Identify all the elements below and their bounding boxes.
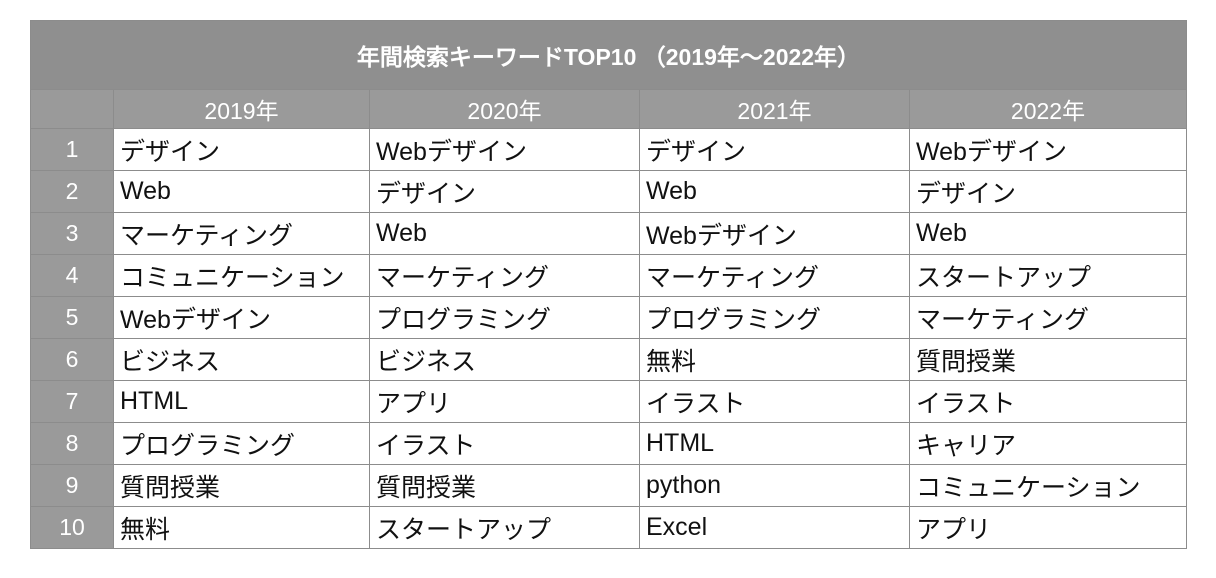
keyword-cell: マーケティング bbox=[113, 212, 370, 255]
keyword-cell: ビジネス bbox=[113, 338, 370, 381]
keyword-cell: Webデザイン bbox=[639, 212, 910, 255]
keyword-cell: アプリ bbox=[369, 380, 640, 423]
keyword-cell: Webデザイン bbox=[369, 128, 640, 171]
keyword-cell: HTML bbox=[639, 422, 910, 465]
keyword-cell: Web bbox=[908, 212, 1188, 255]
keyword-cell: イラスト bbox=[908, 380, 1188, 423]
keyword-cell: デザイン bbox=[113, 128, 370, 171]
rank-cell: 4 bbox=[30, 254, 114, 297]
table-body: 1 デザイン Webデザイン デザイン Webデザイン 2 Web デザイン W… bbox=[30, 128, 1188, 549]
keyword-cell: Webデザイン bbox=[908, 128, 1188, 171]
keyword-cell: マーケティング bbox=[369, 254, 640, 297]
keyword-cell: キャリア bbox=[908, 422, 1188, 465]
rank-cell: 9 bbox=[30, 464, 114, 507]
keyword-ranking-table-container: 年間検索キーワードTOP10 （2019年～2022年） 2019年 2020年… bbox=[29, 20, 1188, 549]
table-row: 9 質問授業 質問授業 python コミュニケーション bbox=[30, 464, 1188, 507]
keyword-cell: スタートアップ bbox=[908, 254, 1188, 297]
keyword-cell: HTML bbox=[113, 380, 370, 423]
keyword-cell: イラスト bbox=[369, 422, 640, 465]
keyword-cell: デザイン bbox=[908, 170, 1188, 213]
keyword-cell: コミュニケーション bbox=[908, 464, 1188, 507]
keyword-cell: プログラミング bbox=[113, 422, 370, 465]
keyword-cell: 無料 bbox=[639, 338, 910, 381]
rank-cell: 2 bbox=[30, 170, 114, 213]
keyword-cell: スタートアップ bbox=[369, 506, 640, 549]
table-row: 8 プログラミング イラスト HTML キャリア bbox=[30, 422, 1188, 465]
keyword-cell: Web bbox=[113, 170, 370, 213]
rank-cell: 1 bbox=[30, 128, 114, 171]
keyword-cell: Web bbox=[639, 170, 910, 213]
table-row: 2 Web デザイン Web デザイン bbox=[30, 170, 1188, 213]
keyword-cell: Webデザイン bbox=[113, 296, 370, 339]
keyword-cell: 質問授業 bbox=[908, 338, 1188, 381]
rank-cell: 3 bbox=[30, 212, 114, 255]
rank-cell: 10 bbox=[30, 506, 114, 549]
keyword-cell: プログラミング bbox=[369, 296, 640, 339]
keyword-ranking-table: 年間検索キーワードTOP10 （2019年～2022年） 2019年 2020年… bbox=[29, 20, 1188, 549]
keyword-cell: 質問授業 bbox=[113, 464, 370, 507]
rank-cell: 7 bbox=[30, 380, 114, 423]
rank-cell: 5 bbox=[30, 296, 114, 339]
keyword-cell: コミュニケーション bbox=[113, 254, 370, 297]
keyword-cell: Excel bbox=[639, 506, 910, 549]
keyword-cell: 無料 bbox=[113, 506, 370, 549]
keyword-cell: イラスト bbox=[639, 380, 910, 423]
keyword-cell: python bbox=[639, 464, 910, 507]
table-row: 10 無料 スタートアップ Excel アプリ bbox=[30, 506, 1188, 549]
table-title: 年間検索キーワードTOP10 （2019年～2022年） bbox=[29, 20, 1188, 90]
year-header-row: 2019年 2020年 2021年 2022年 bbox=[30, 89, 1188, 129]
keyword-cell: プログラミング bbox=[639, 296, 910, 339]
keyword-cell: ビジネス bbox=[369, 338, 640, 381]
column-header-2022: 2022年 bbox=[908, 89, 1188, 129]
keyword-cell: デザイン bbox=[369, 170, 640, 213]
table-title-row: 年間検索キーワードTOP10 （2019年～2022年） bbox=[29, 20, 1188, 90]
table-row: 6 ビジネス ビジネス 無料 質問授業 bbox=[30, 338, 1188, 381]
column-header-2021: 2021年 bbox=[639, 89, 910, 129]
keyword-cell: マーケティング bbox=[639, 254, 910, 297]
keyword-cell: 質問授業 bbox=[369, 464, 640, 507]
keyword-cell: Web bbox=[369, 212, 640, 255]
keyword-cell: デザイン bbox=[639, 128, 910, 171]
table-row: 4 コミュニケーション マーケティング マーケティング スタートアップ bbox=[30, 254, 1188, 297]
table-row: 7 HTML アプリ イラスト イラスト bbox=[30, 380, 1188, 423]
keyword-cell: マーケティング bbox=[908, 296, 1188, 339]
column-header-2019: 2019年 bbox=[113, 89, 370, 129]
header-corner bbox=[30, 89, 114, 129]
rank-cell: 6 bbox=[30, 338, 114, 381]
rank-cell: 8 bbox=[30, 422, 114, 465]
table-row: 5 Webデザイン プログラミング プログラミング マーケティング bbox=[30, 296, 1188, 339]
keyword-cell: アプリ bbox=[908, 506, 1188, 549]
column-header-2020: 2020年 bbox=[369, 89, 640, 129]
table-row: 3 マーケティング Web Webデザイン Web bbox=[30, 212, 1188, 255]
table-row: 1 デザイン Webデザイン デザイン Webデザイン bbox=[30, 128, 1188, 171]
